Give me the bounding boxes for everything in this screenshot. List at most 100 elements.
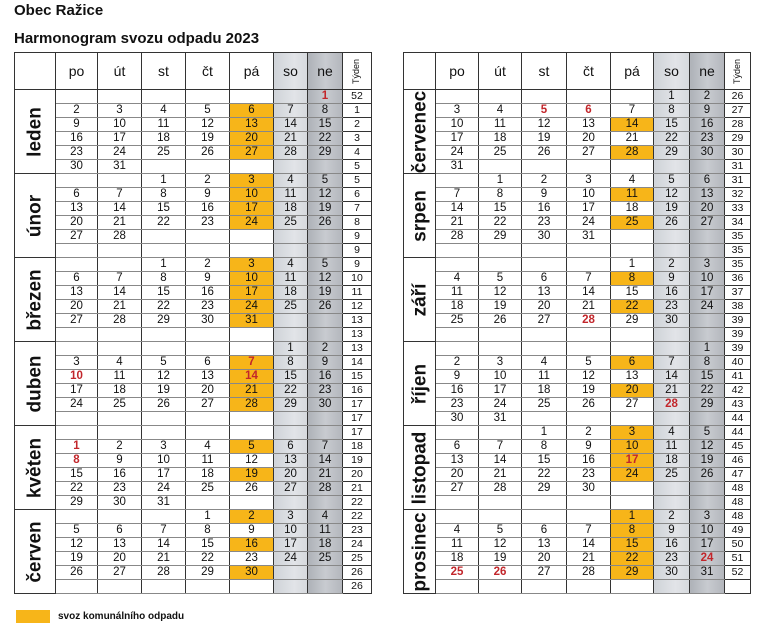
week-number: 39 [724, 327, 751, 342]
empty-cell [610, 159, 654, 174]
week-number: 30 [724, 145, 751, 160]
day-cell: 9 [653, 523, 690, 538]
day-cell: 2 [185, 173, 230, 188]
week-number: 52 [724, 565, 751, 580]
empty-cell [566, 327, 611, 342]
day-cell: 28 [273, 145, 308, 160]
day-cell: 25 [273, 299, 308, 314]
week-number: 28 [724, 117, 751, 132]
day-cell: 1 [141, 257, 186, 272]
empty-cell [185, 229, 230, 244]
week-row: 13 14 15 16 17 18 19 7 [15, 201, 372, 216]
day-cell: 24 [229, 299, 274, 314]
week-row: 29 30 31 22 [15, 495, 372, 510]
empty-cell [521, 509, 567, 524]
week-row: 3 4 5 6 7 8 9 27 [404, 103, 751, 118]
empty-cell [435, 89, 479, 104]
day-cell: 23 [653, 299, 690, 314]
day-cell: 30 [229, 565, 274, 580]
week-number: 32 [724, 187, 751, 202]
empty-cell [610, 579, 654, 594]
week-number: 3 [342, 131, 372, 146]
day-cell: 15 [610, 285, 654, 300]
week-number: 13 [342, 313, 372, 328]
empty-cell [229, 495, 274, 510]
week-row: 48 [404, 495, 751, 510]
day-cell: 4 [478, 103, 522, 118]
day-cell: 2 [435, 355, 479, 370]
day-cell: 12 [229, 453, 274, 468]
day-cell: 19 [141, 383, 186, 398]
empty-cell [521, 495, 567, 510]
week-header: Týden [724, 52, 751, 90]
week-number: 40 [724, 355, 751, 370]
week-row [404, 579, 751, 594]
day-cell: 19 [653, 201, 690, 216]
week-row: 22 23 24 25 26 27 28 21 [15, 481, 372, 496]
day-cell: 27 [689, 215, 725, 230]
day-cell: 24 [689, 299, 725, 314]
day-cell: 8 [273, 355, 308, 370]
day-cell: 23 [653, 551, 690, 566]
week-number: 48 [724, 509, 751, 524]
day-cell: 24 [689, 551, 725, 566]
empty-cell [521, 257, 567, 272]
week-row: 26 [15, 579, 372, 594]
empty-cell [97, 411, 142, 426]
day-cell: 11 [653, 439, 690, 454]
empty-cell [185, 495, 230, 510]
day-cell: 29 [478, 229, 522, 244]
day-cell: 17 [689, 537, 725, 552]
week-row: únor 1 2 3 4 5 5 [14, 173, 372, 258]
empty-cell [689, 327, 725, 342]
week-row: duben 1 2 13 [14, 341, 372, 426]
day-cell: 19 [185, 131, 230, 146]
day-cell: 20 [185, 383, 230, 398]
day-cell: 8 [141, 187, 186, 202]
day-cell: 16 [566, 453, 611, 468]
day-cell: 8 [141, 271, 186, 286]
empty-cell [653, 159, 690, 174]
day-cell: 18 [97, 383, 142, 398]
day-cell: 2 [653, 257, 690, 272]
empty-cell [141, 327, 186, 342]
day-cell: 15 [689, 369, 725, 384]
day-cell: 18 [521, 383, 567, 398]
empty-cell [566, 159, 611, 174]
day-cell: 3 [273, 509, 308, 524]
empty-cell [689, 481, 725, 496]
day-cell: 25 [185, 481, 230, 496]
week-header: Týden [342, 52, 372, 90]
empty-cell [55, 341, 98, 356]
day-cell: 30 [653, 565, 690, 580]
empty-cell [141, 411, 186, 426]
day-cell: 1 [653, 89, 690, 104]
day-cell: 18 [435, 299, 479, 314]
day-cell: 31 [435, 159, 479, 174]
day-cell: 9 [521, 187, 567, 202]
day-cell: 15 [55, 467, 98, 482]
day-cell: 28 [566, 565, 611, 580]
day-cell: 18 [307, 537, 343, 552]
empty-cell [478, 159, 522, 174]
day-cell: 27 [521, 565, 567, 580]
day-cell: 24 [229, 215, 274, 230]
day-cell: 22 [273, 383, 308, 398]
week-number: 7 [342, 201, 372, 216]
week-header-label: Týden [351, 58, 362, 84]
week-row: 1 2 3 4 5 6 7 18 [15, 439, 372, 454]
day-cell: 18 [435, 551, 479, 566]
day-cell: 9 [97, 453, 142, 468]
empty-cell [435, 243, 479, 258]
week-row: 5 6 7 8 9 10 11 23 [15, 523, 372, 538]
week-row: 18 19 20 21 22 23 24 38 [404, 299, 751, 314]
empty-cell [97, 341, 142, 356]
empty-cell [307, 495, 343, 510]
day-cell: 5 [689, 425, 725, 440]
day-cell: 5 [185, 103, 230, 118]
empty-cell [273, 243, 308, 258]
day-cell: 27 [610, 397, 654, 412]
day-cell: 30 [566, 481, 611, 496]
legend-label: svoz komunálního odpadu [58, 611, 185, 622]
week-number: 13 [342, 327, 372, 342]
